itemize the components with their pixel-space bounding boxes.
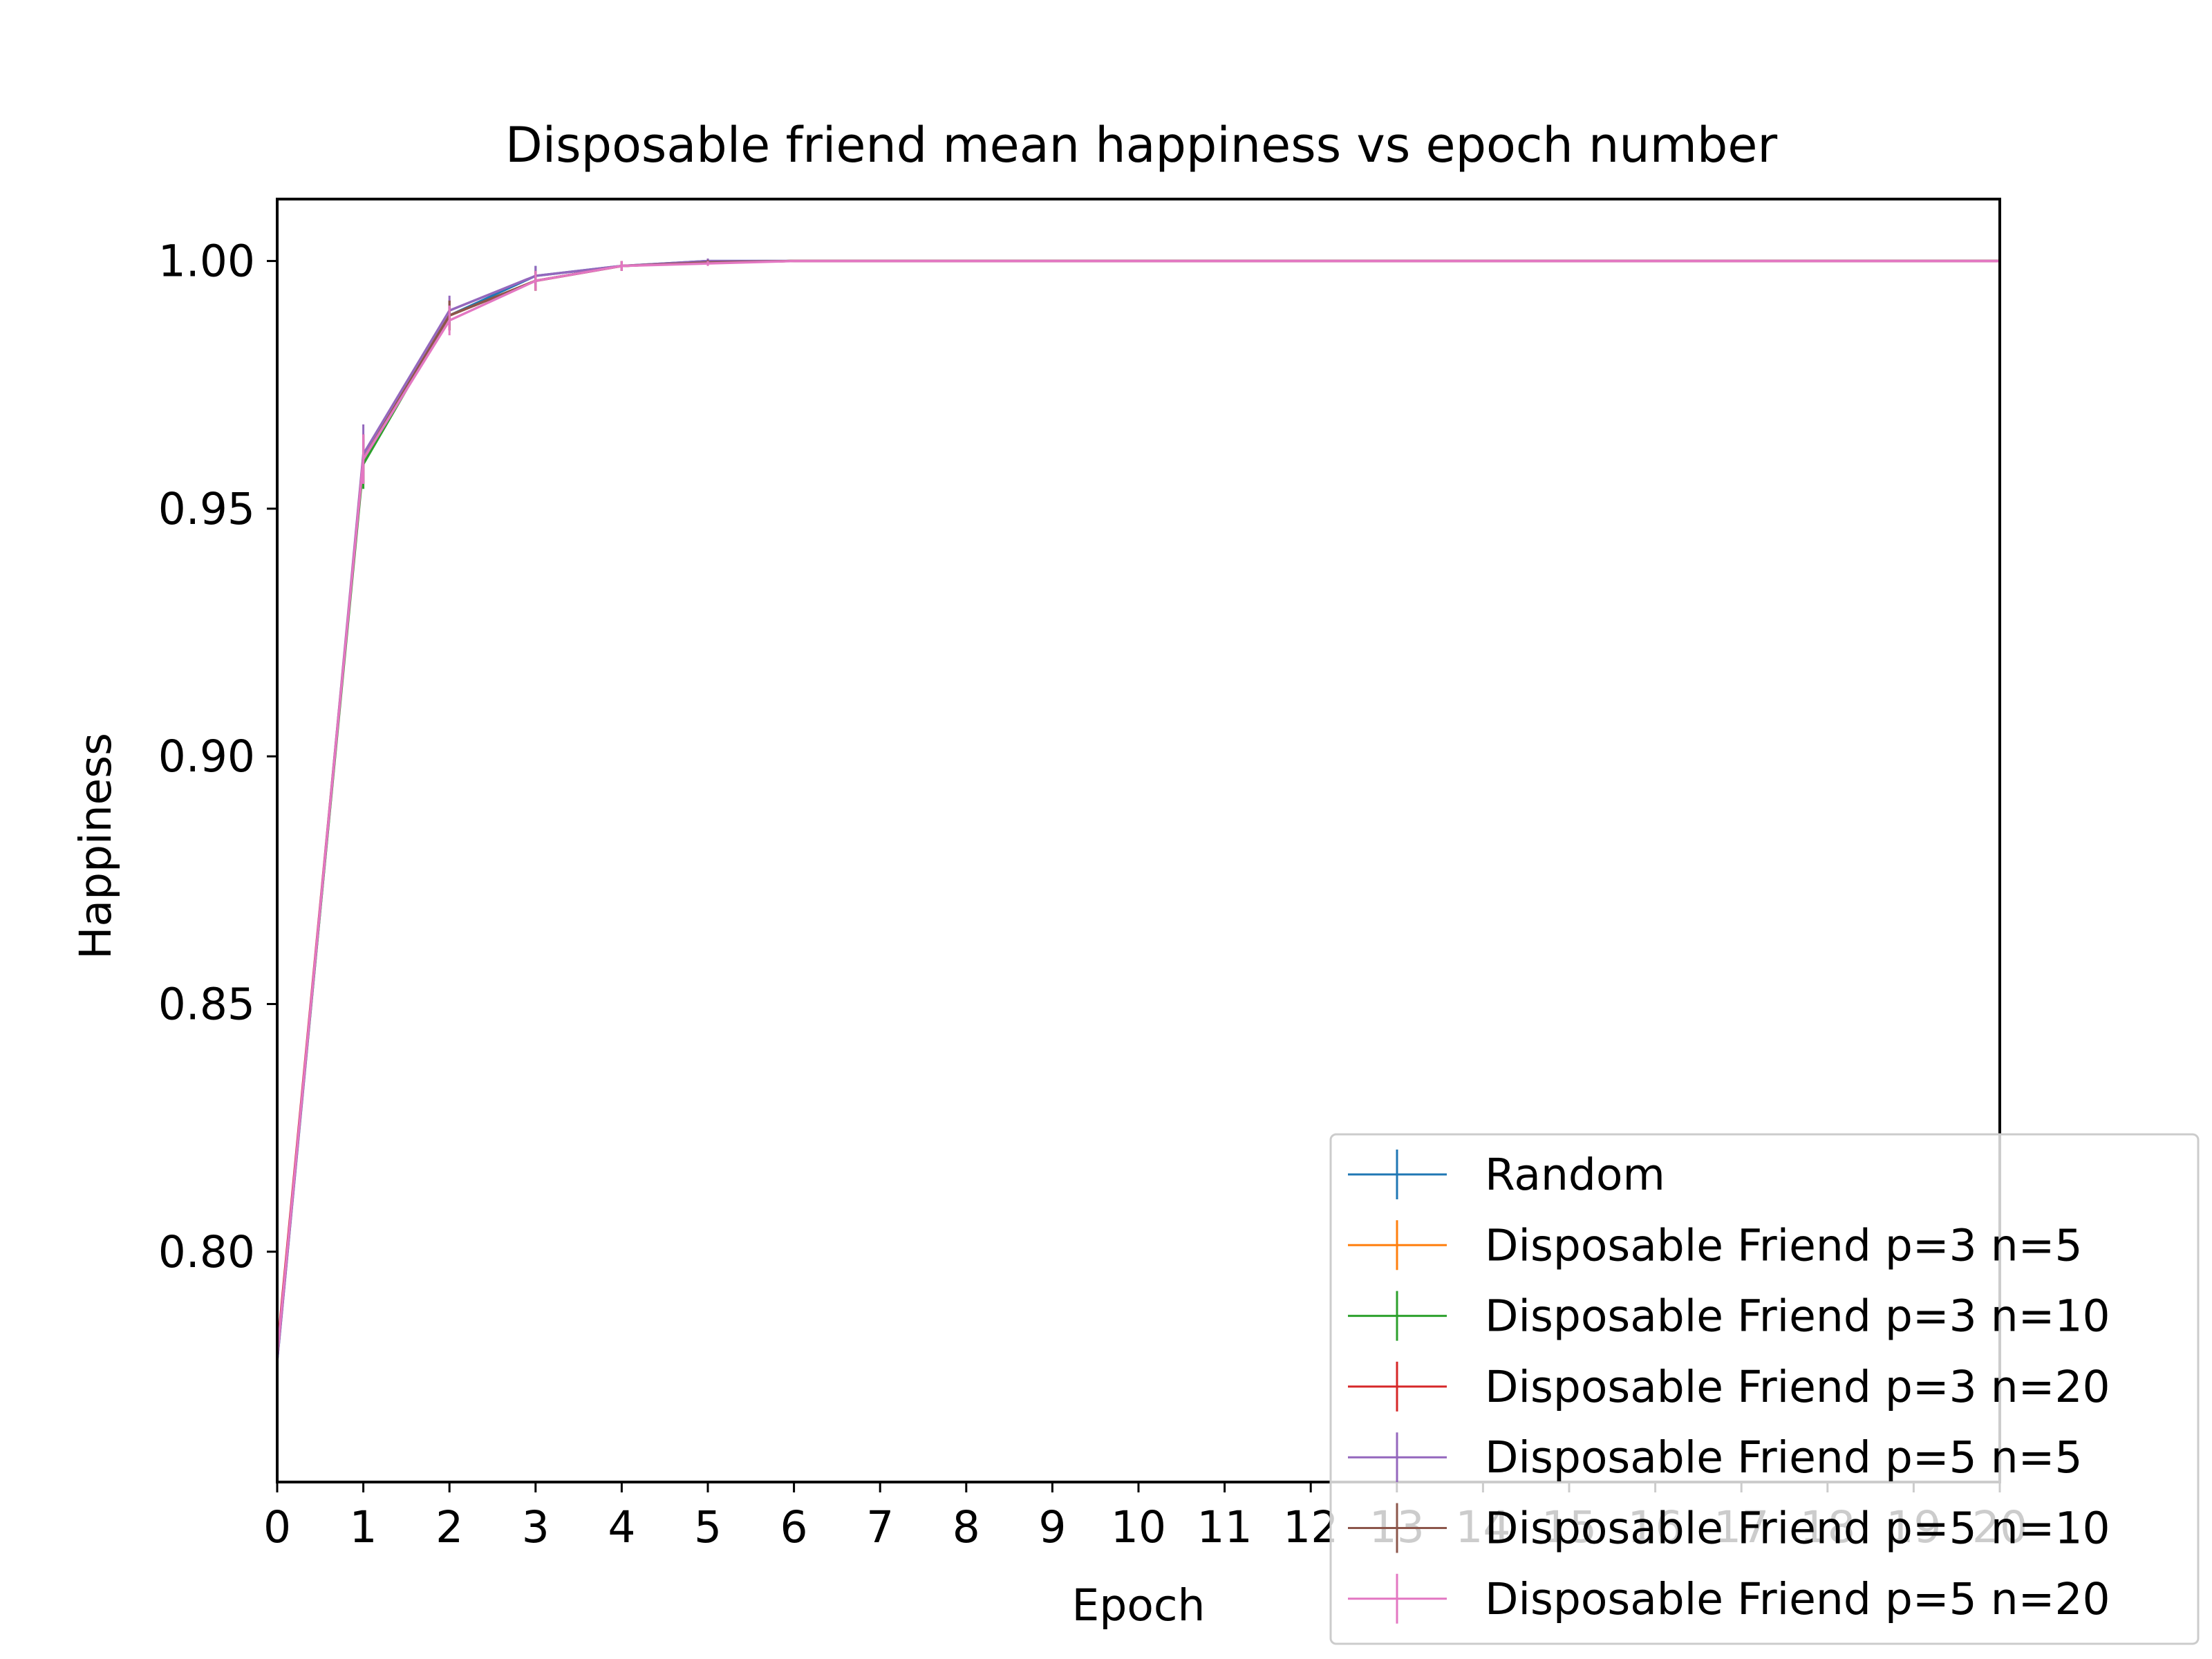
x-tick-label: 1	[350, 1502, 377, 1553]
series-line	[276, 259, 2000, 1356]
legend-label: Random	[1485, 1150, 1665, 1200]
y-tick-label: 0.90	[158, 731, 255, 782]
y-axis-label: Happiness	[71, 733, 121, 959]
y-tick-label: 0.85	[158, 979, 255, 1029]
x-tick-label: 8	[953, 1502, 980, 1553]
x-tick-label: 7	[866, 1502, 894, 1553]
chart-title: Disposable friend mean happiness vs epoc…	[505, 117, 1778, 174]
y-axis: 0.80 0.85 0.90 0.95 1.00	[158, 236, 277, 1277]
x-tick-label: 11	[1197, 1502, 1253, 1553]
x-tick-label: 12	[1283, 1502, 1338, 1553]
x-tick-label: 3	[522, 1502, 550, 1553]
x-tick-label: 2	[435, 1502, 463, 1553]
x-tick-label: 5	[694, 1502, 722, 1553]
x-tick-label: 6	[780, 1502, 808, 1553]
legend-label: Disposable Friend p=5 n=20	[1485, 1574, 2110, 1624]
legend: Random Disposable Friend p=3 n=5 Disposabl…	[1329, 1133, 2200, 1645]
y-tick-label: 0.80	[158, 1227, 255, 1277]
legend-label: Disposable Friend p=3 n=10	[1485, 1291, 2110, 1342]
legend-label: Disposable Friend p=3 n=5	[1485, 1220, 2083, 1271]
legend-label: Disposable Friend p=5 n=5	[1485, 1432, 2083, 1483]
legend-box	[1329, 1133, 2200, 1645]
legend-label: Disposable Friend p=5 n=10	[1485, 1503, 2110, 1554]
series-layer	[276, 258, 2000, 1361]
x-tick-label: 0	[263, 1502, 291, 1553]
x-tick-label: 9	[1038, 1502, 1066, 1553]
y-tick-label: 1.00	[158, 236, 255, 287]
x-tick-label: 4	[608, 1502, 635, 1553]
x-axis-label: Epoch	[1072, 1580, 1206, 1631]
x-tick-label: 10	[1111, 1502, 1166, 1553]
legend-label: Disposable Friend p=3 n=20	[1485, 1362, 2110, 1412]
y-tick-label: 0.95	[158, 484, 255, 534]
